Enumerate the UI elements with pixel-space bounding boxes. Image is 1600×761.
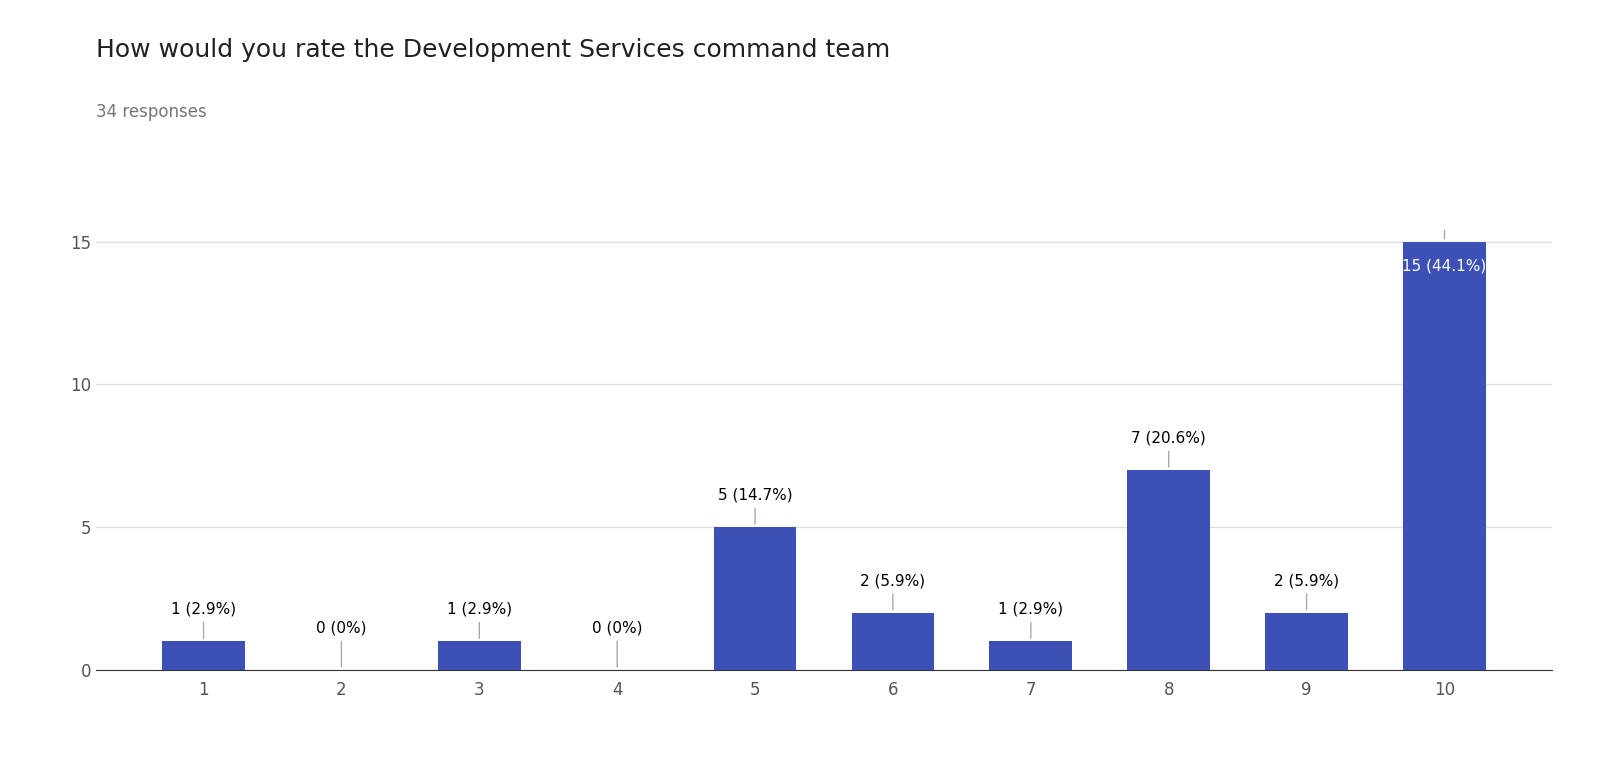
Text: 15 (44.1%): 15 (44.1%) xyxy=(1402,259,1486,274)
Text: How would you rate the Development Services command team: How would you rate the Development Servi… xyxy=(96,38,890,62)
Text: 1 (2.9%): 1 (2.9%) xyxy=(446,602,512,638)
Text: 7 (20.6%): 7 (20.6%) xyxy=(1131,431,1206,467)
Bar xyxy=(1128,470,1210,670)
Text: 2 (5.9%): 2 (5.9%) xyxy=(861,573,925,610)
Bar xyxy=(714,527,797,670)
Text: 2 (5.9%): 2 (5.9%) xyxy=(1274,573,1339,610)
Text: 34 responses: 34 responses xyxy=(96,103,206,121)
Text: 0 (0%): 0 (0%) xyxy=(592,620,643,667)
Text: 1 (2.9%): 1 (2.9%) xyxy=(171,602,237,638)
Bar xyxy=(1266,613,1347,670)
Bar xyxy=(1403,242,1486,670)
Bar xyxy=(851,613,934,670)
Bar xyxy=(162,641,245,670)
Bar xyxy=(989,641,1072,670)
Bar xyxy=(438,641,520,670)
Text: 1 (2.9%): 1 (2.9%) xyxy=(998,602,1064,638)
Text: 0 (0%): 0 (0%) xyxy=(317,620,366,667)
Text: 5 (14.7%): 5 (14.7%) xyxy=(718,488,792,524)
